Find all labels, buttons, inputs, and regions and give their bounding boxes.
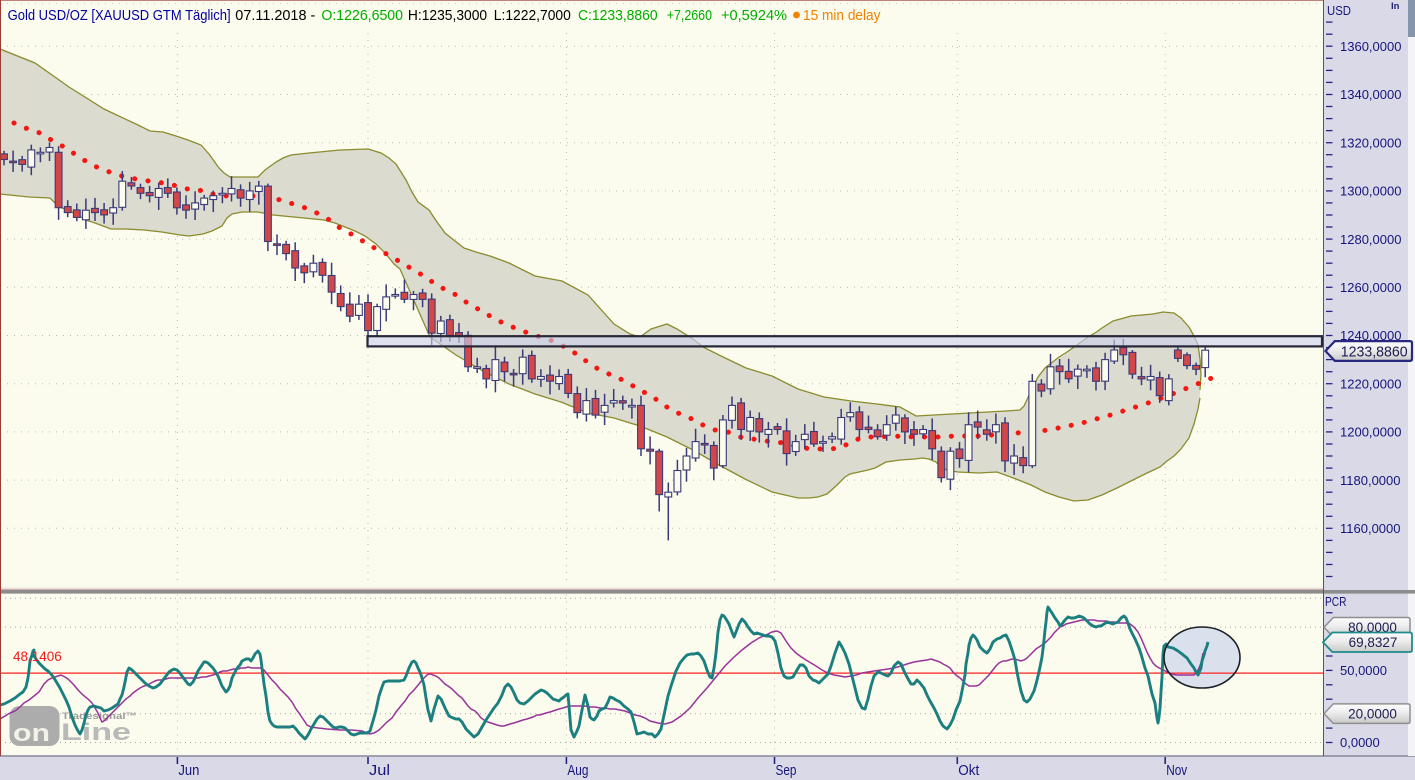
svg-text:Okt: Okt — [958, 763, 979, 779]
svg-text:C:1233,8860: C:1233,8860 — [578, 7, 658, 24]
svg-text:Aug: Aug — [567, 763, 588, 779]
svg-text:80,0000: 80,0000 — [1348, 620, 1397, 635]
svg-text:PCR: PCR — [1325, 594, 1347, 609]
svg-text:+0,5924%: +0,5924% — [721, 7, 787, 24]
svg-text:20,0000: 20,0000 — [1348, 707, 1397, 722]
svg-text:1280,0000: 1280,0000 — [1340, 232, 1401, 247]
svg-text:1200,0000: 1200,0000 — [1340, 425, 1401, 440]
svg-text:Line: Line — [61, 719, 131, 746]
svg-text:1260,0000: 1260,0000 — [1340, 280, 1401, 295]
svg-text:on: on — [13, 720, 50, 747]
svg-text:USD: USD — [1327, 3, 1351, 18]
svg-text:Jun: Jun — [178, 763, 199, 779]
svg-text:Gold USD/OZ [XAUUSD GTM Täglic: Gold USD/OZ [XAUUSD GTM Täglich] — [8, 7, 231, 24]
svg-text:0,0000: 0,0000 — [1340, 735, 1380, 750]
svg-text:1160,0000: 1160,0000 — [1340, 521, 1401, 536]
svg-text:69,8327: 69,8327 — [1349, 635, 1398, 650]
svg-text:15 min delay: 15 min delay — [803, 7, 881, 24]
svg-text:07.11.2018 -: 07.11.2018 - — [235, 7, 315, 24]
svg-text:48,1406: 48,1406 — [13, 649, 62, 664]
svg-text:1220,0000: 1220,0000 — [1340, 376, 1401, 391]
svg-text:1360,0000: 1360,0000 — [1340, 39, 1401, 54]
svg-text:1240,0000: 1240,0000 — [1340, 328, 1401, 343]
svg-text:Nov: Nov — [1166, 763, 1188, 779]
svg-text:1233,8860: 1233,8860 — [1341, 343, 1408, 360]
svg-text:In: In — [1391, 1, 1400, 12]
svg-text:1300,0000: 1300,0000 — [1340, 184, 1401, 199]
svg-text:50,0000: 50,0000 — [1340, 663, 1387, 678]
svg-text:Jul: Jul — [369, 763, 390, 779]
svg-text:1320,0000: 1320,0000 — [1340, 135, 1401, 150]
svg-text:H:1235,3000: H:1235,3000 — [408, 7, 487, 24]
svg-text:Sep: Sep — [776, 763, 797, 779]
svg-text:+7,2660: +7,2660 — [667, 7, 712, 24]
svg-text:L:1222,7000: L:1222,7000 — [494, 7, 571, 24]
svg-text:1180,0000: 1180,0000 — [1340, 473, 1401, 488]
svg-text:1340,0000: 1340,0000 — [1340, 87, 1401, 102]
svg-text:O:1226,6500: O:1226,6500 — [321, 7, 403, 24]
